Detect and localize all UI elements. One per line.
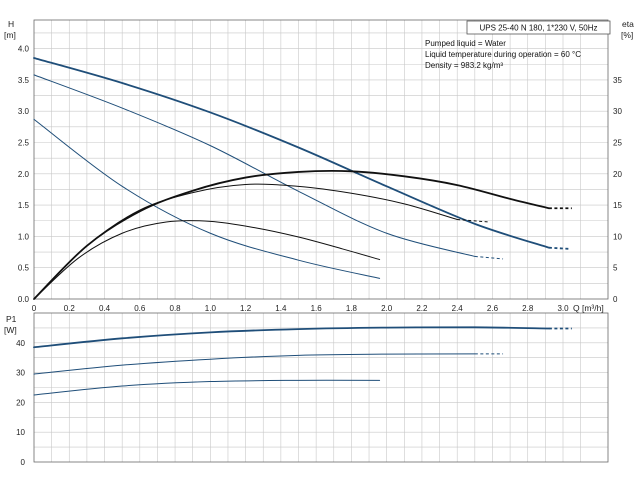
chart-title: UPS 25-40 N 180, 1*230 V, 50Hz bbox=[479, 24, 597, 33]
y-tick-label: 1.0 bbox=[18, 232, 30, 241]
info-line-1: Pumped liquid = Water bbox=[425, 39, 506, 48]
head-curve-extension-1 bbox=[474, 255, 504, 260]
info-line-3: Density = 983.2 kg/m³ bbox=[425, 61, 503, 70]
info-line-2: Liquid temperature during operation = 60… bbox=[425, 50, 581, 59]
x-tick-label: 2.2 bbox=[416, 304, 428, 313]
x-tick-label: 0 bbox=[32, 304, 37, 313]
power-curve-1 bbox=[33, 353, 476, 375]
power-curve-2 bbox=[33, 379, 381, 396]
efficiency-curve-4 bbox=[33, 183, 458, 300]
y2-tick-label: 30 bbox=[613, 107, 622, 116]
bottom-ticks: 0 10 20 30 40 bbox=[16, 339, 25, 467]
x-tick-label: 1.0 bbox=[205, 304, 217, 313]
y-tick-label: 4.0 bbox=[18, 45, 30, 54]
y-tick-label: 0.0 bbox=[18, 295, 30, 304]
y2-tick-label: 35 bbox=[613, 76, 622, 85]
head-curve-extension-0 bbox=[548, 246, 571, 250]
x-tick-label: 0.6 bbox=[134, 304, 146, 313]
x-tick-label: 1.4 bbox=[275, 304, 287, 313]
x-tick-label: 2.4 bbox=[452, 304, 464, 313]
bottom-grid bbox=[34, 313, 608, 462]
x-tick-label: 0.8 bbox=[170, 304, 182, 313]
p1-tick-label: 40 bbox=[16, 339, 25, 348]
power-curve-0 bbox=[33, 326, 550, 349]
x-tick-label: 1.6 bbox=[311, 304, 323, 313]
y-tick-label: 0.5 bbox=[18, 264, 30, 273]
y2-tick-label: 10 bbox=[613, 232, 622, 241]
y-axis-unit: [m] bbox=[4, 30, 16, 40]
y-tick-label: 3.0 bbox=[18, 107, 30, 116]
y-tick-label: 3.5 bbox=[18, 76, 30, 85]
x-tick-label: 1.2 bbox=[240, 304, 252, 313]
y-tick-label: 1.5 bbox=[18, 201, 30, 210]
y2-tick-label: 0 bbox=[613, 295, 618, 304]
x-tick-label: 2.0 bbox=[381, 304, 393, 313]
p1-tick-label: 20 bbox=[16, 398, 25, 407]
top-ticks: 0 0.2 0.4 0.6 0.8 1.0 1.2 1.4 1.6 1.8 2.0 2.2 2.4 2.6… bbox=[18, 45, 623, 313]
head-curve-0 bbox=[33, 57, 550, 249]
p1-tick-label: 30 bbox=[16, 369, 25, 378]
x-tick-label: 0.4 bbox=[99, 304, 111, 313]
x-axis-label: Q [m³/h] bbox=[573, 303, 604, 313]
bottom-plot-frame bbox=[33, 312, 609, 463]
y2-tick-label: 20 bbox=[613, 170, 622, 179]
p1-axis-unit: [W] bbox=[4, 325, 17, 335]
y-tick-label: 2.5 bbox=[18, 139, 30, 148]
y2-axis-label: eta bbox=[622, 19, 634, 29]
head-curve-1 bbox=[33, 74, 476, 257]
p1-tick-label: 0 bbox=[21, 458, 26, 467]
top-plot-frame bbox=[33, 19, 609, 300]
p1-tick-label: 10 bbox=[16, 428, 25, 437]
head-curve-2 bbox=[33, 118, 381, 279]
x-tick-label: 3.0 bbox=[557, 304, 569, 313]
bottom-series bbox=[33, 326, 572, 396]
x-tick-label: 2.8 bbox=[522, 304, 534, 313]
top-series bbox=[33, 57, 572, 300]
efficiency-curve-5 bbox=[33, 220, 381, 300]
top-grid bbox=[34, 20, 608, 299]
y-axis-label: H bbox=[8, 19, 14, 29]
y2-tick-label: 25 bbox=[613, 139, 622, 148]
y-tick-label: 2.0 bbox=[18, 170, 30, 179]
x-tick-label: 0.2 bbox=[64, 304, 76, 313]
y2-tick-label: 5 bbox=[613, 264, 618, 273]
top-panel: 0 0.2 0.4 0.6 0.8 1.0 1.2 1.4 1.6 1.8 2.0 2.2 2.4 2.6… bbox=[4, 19, 634, 313]
title-box bbox=[466, 20, 611, 35]
efficiency-curve-3 bbox=[33, 170, 550, 300]
y2-tick-label: 15 bbox=[613, 201, 622, 210]
p1-axis-label: P1 bbox=[6, 314, 17, 324]
y2-axis-unit: [%] bbox=[621, 30, 633, 40]
x-tick-label: 2.6 bbox=[487, 304, 499, 313]
bottom-panel: 0 10 20 30 40 P1 [W] bbox=[4, 312, 609, 467]
x-tick-label: 1.8 bbox=[346, 304, 358, 313]
